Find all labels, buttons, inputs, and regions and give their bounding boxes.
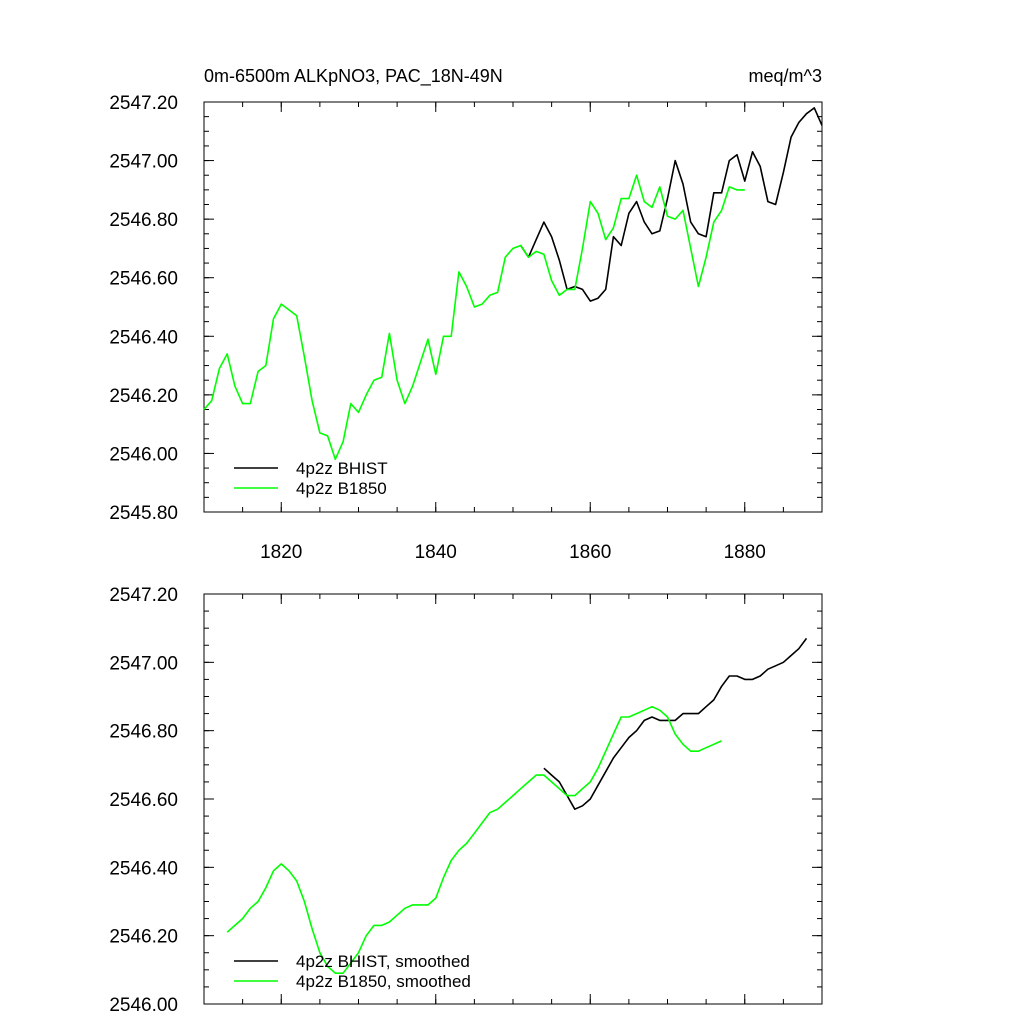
series-line [543,637,808,811]
x-tick-label: 1860 [569,542,611,563]
y-tick-label: 2547.00 [109,653,178,674]
y-tick-label: 2546.20 [109,927,178,948]
legend-label: 4p2z B1850, smoothed [296,972,471,991]
bottom-panel: 2546.00 2546.20 2546.40 2546.60 2546.80 2547.… [109,585,823,1016]
x-tick-label: 1880 [724,542,766,563]
legend-label: 4p2z BHIST [296,459,388,478]
y-tick-label: 2547.00 [109,152,178,173]
y-tick-label: 2546.40 [109,858,178,879]
y-tick-label: 2546.80 [109,722,178,743]
legend-label: 4p2z BHIST, smoothed [296,952,470,971]
top-panel: 0m-6500m ALKpNO3, PAC_18N-49N meq/m^3 25… [109,66,823,563]
series-line [226,705,722,975]
y-tick-label: 2546.00 [109,995,178,1016]
x-tick-label: 1820 [260,542,302,563]
legend-label: 4p2z B1850 [296,479,387,498]
y-tick-label: 2546.00 [109,444,178,465]
y-tick-label: 2546.40 [109,327,178,348]
y-tick-label: 2546.60 [109,790,178,811]
y-tick-label: 2546.60 [109,269,178,290]
y-tick-label: 2545.80 [109,503,178,524]
series-line [203,174,745,461]
y-tick-label: 2547.20 [109,585,178,606]
chart-title: 0m-6500m ALKpNO3, PAC_18N-49N [204,66,503,87]
y-tick-label: 2547.20 [109,93,178,114]
plot-frame [203,593,823,1005]
x-tick-label: 1840 [415,542,457,563]
y-tick-label: 2546.20 [109,386,178,407]
series-line [520,107,823,302]
units-label: meq/m^3 [749,66,822,86]
y-tick-label: 2546.80 [109,210,178,231]
